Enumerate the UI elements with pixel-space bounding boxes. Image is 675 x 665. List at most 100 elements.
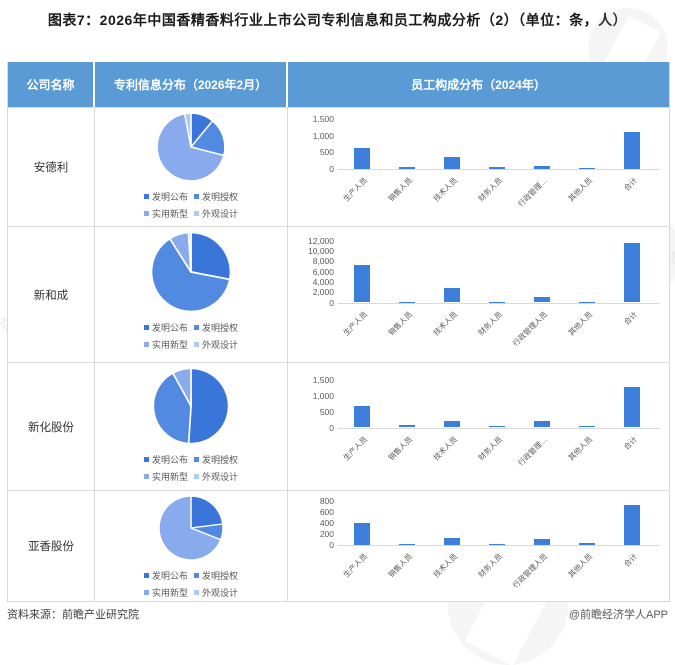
x-axis-line	[338, 545, 660, 546]
legend-item: 发明授权	[194, 323, 238, 333]
company-name: 新化股份	[8, 363, 95, 490]
company-name: 亚香股份	[8, 491, 95, 601]
y-axis-tick-label: 200	[319, 529, 334, 539]
y-axis-tick-label: 1,500	[312, 374, 334, 385]
bar	[533, 420, 550, 428]
header-employee-distribution: 员工构成分布（2024年）	[288, 62, 669, 107]
legend-item: 外观设计	[194, 472, 238, 482]
bar	[623, 387, 640, 428]
pie-legend: 发明公布 发明授权 实用新型 外观设计	[141, 319, 241, 353]
bar	[354, 406, 371, 428]
legend-item: 发明公布	[143, 455, 188, 465]
pie-legend: 发明公布 发明授权 实用新型 外观设计	[141, 567, 241, 601]
company-name: 安德利	[8, 108, 95, 226]
y-axis-tick-label: 0	[329, 164, 334, 174]
header-company-name: 公司名称	[8, 62, 95, 107]
bar	[399, 301, 416, 303]
employee-bar-cell: 0 200 400 600 800 生产人员 销售人员 技术人员 财务人员 行政管理人员 其他人员合…	[288, 491, 669, 601]
company-name: 新和成	[8, 227, 95, 362]
bar	[578, 301, 595, 303]
bar	[578, 168, 595, 169]
legend-swatch-icon	[194, 342, 199, 347]
y-axis-tick-label: 500	[319, 406, 334, 417]
bar	[623, 505, 640, 545]
patent-pie-cell: 发明公布 发明授权 实用新型 外观设计	[95, 108, 288, 226]
bar	[623, 243, 640, 303]
bar	[444, 420, 461, 428]
table-row-xinhua: 新化股份 发明公布 发明授权 实用新型 外观设计 0 500 1,000 1,500 生产人员…	[8, 362, 669, 490]
y-axis-tick-label: 500	[319, 147, 334, 158]
header-patent-distribution: 专利信息分布（2026年2月）	[95, 62, 288, 107]
y-axis-tick-label: 400	[319, 518, 334, 528]
legend-item: 外观设计	[194, 209, 238, 219]
employee-bar-cell: 0 2,000 4,000 6,000 8,000 10,000 12,000 生产人员 销售人…	[288, 227, 669, 362]
bar	[354, 523, 371, 545]
table-row-xinhecheng: 新和成 发明公布 发明授权 实用新型 外观设计 0 2,000 4,000 6,000 8,0…	[8, 226, 669, 362]
legend-swatch-icon	[194, 573, 199, 578]
y-axis-tick-label: 2,000	[312, 287, 334, 298]
legend-item: 实用新型	[143, 209, 188, 219]
bar	[354, 265, 371, 303]
y-axis-tick-label: 10,000	[308, 245, 334, 256]
y-axis-tick-label: 800	[319, 496, 334, 506]
credit-label: @前瞻经济学人APP	[568, 609, 668, 621]
y-axis-tick-label: 8,000	[312, 256, 334, 267]
pie-legend: 发明公布 发明授权 实用新型 外观设计	[141, 188, 241, 222]
employee-bar-cell: 0 500 1,000 1,500 生产人员 销售人员 技术人员 财务人员 行政管理… 其他人员合…	[288, 363, 669, 490]
patent-pie-cell: 发明公布 发明授权 实用新型 外观设计	[95, 491, 288, 601]
bar	[489, 167, 505, 169]
patent-pie-chart	[156, 112, 226, 182]
legend-swatch-icon	[194, 325, 199, 330]
pie-legend: 发明公布 发明授权 实用新型 外观设计	[141, 451, 241, 485]
legend-item: 发明授权	[194, 192, 238, 202]
legend-item: 发明公布	[143, 192, 188, 202]
legend-swatch-icon	[194, 211, 199, 216]
patent-pie-chart	[150, 231, 232, 313]
figure-footer: 资料来源：前瞻产业研究院 @前瞻经济学人APP	[7, 606, 668, 622]
y-axis-tick-label: 12,000	[308, 235, 334, 246]
bar	[399, 424, 416, 428]
legend-swatch-icon	[143, 194, 149, 199]
y-axis-tick-label: 0	[329, 422, 334, 433]
bar	[533, 538, 550, 545]
table-header-row: 公司名称 专利信息分布（2026年2月） 员工构成分布（2024年）	[8, 62, 669, 107]
bar	[354, 148, 371, 169]
y-axis-tick-label: 0	[329, 297, 334, 308]
source-label: 资料来源：前瞻产业研究院	[7, 609, 139, 621]
legend-swatch-icon	[194, 474, 199, 479]
employee-bar-chart: 0 500 1,000 1,500 生产人员 销售人员 技术人员 财务人员 行政管理… 其他人员合…	[290, 114, 662, 215]
x-axis-line	[338, 302, 660, 304]
bar	[533, 166, 550, 169]
bar	[399, 543, 416, 545]
legend-item: 发明授权	[194, 571, 238, 581]
y-axis-tick-label: 6,000	[312, 266, 334, 277]
employee-bar-chart: 0 500 1,000 1,500 生产人员 销售人员 技术人员 财务人员 行政管理… 其他人员合…	[290, 375, 662, 474]
bar	[533, 297, 550, 303]
data-table: 公司名称 专利信息分布（2026年2月） 员工构成分布（2024年） 安德利 发…	[7, 62, 670, 602]
legend-swatch-icon	[194, 194, 199, 199]
legend-item: 实用新型	[143, 472, 188, 482]
bar	[489, 425, 505, 428]
employee-bar-chart: 0 200 400 600 800 生产人员 销售人员 技术人员 财务人员 行政管理人员 其他人员合…	[290, 496, 662, 591]
y-axis-tick-label: 1,500	[312, 114, 334, 124]
bar	[444, 287, 461, 303]
x-axis-line	[338, 169, 660, 170]
bar	[444, 537, 461, 545]
bar	[623, 132, 640, 169]
patent-pie-chart	[152, 367, 230, 445]
bar	[399, 167, 416, 169]
y-axis-tick-label: 4,000	[312, 276, 334, 287]
legend-item: 发明公布	[143, 323, 188, 333]
y-axis-tick-label: 0	[329, 540, 334, 550]
table-row-andeli: 安德利 发明公布 发明授权 实用新型 外观设计 0 500 1,000 1,500 生产人员销…	[8, 107, 669, 226]
legend-item: 实用新型	[143, 340, 188, 350]
legend-swatch-icon	[143, 457, 149, 462]
legend-swatch-icon	[143, 573, 149, 578]
patent-pie-cell: 发明公布 发明授权 实用新型 外观设计	[95, 363, 288, 490]
legend-item: 发明授权	[194, 455, 238, 465]
legend-swatch-icon	[143, 590, 149, 595]
bar	[489, 543, 505, 545]
legend-swatch-icon	[194, 457, 199, 462]
patent-pie-chart	[158, 495, 224, 561]
bar	[578, 425, 595, 428]
